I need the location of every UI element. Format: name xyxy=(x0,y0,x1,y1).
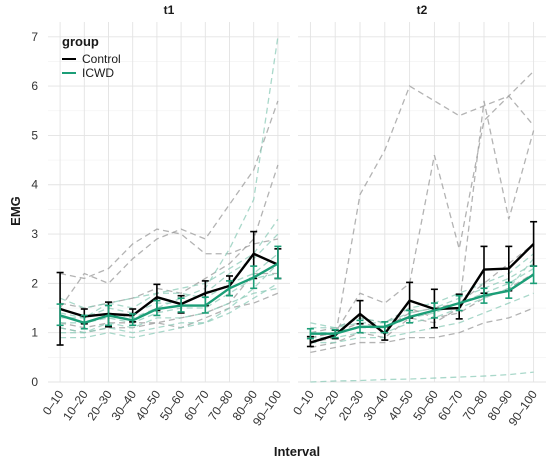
x-tick-label: 40–50 xyxy=(133,387,164,423)
individual-line-t1 xyxy=(59,272,278,329)
individual-line-t1 xyxy=(59,100,279,309)
individual-line-t1 xyxy=(59,287,279,334)
individual-line-t2 xyxy=(310,371,534,383)
y-tick-label: 5 xyxy=(31,128,38,142)
facet-label-t2: t2 xyxy=(417,3,428,17)
individual-line-t1 xyxy=(59,164,279,309)
mean-line-control-t2 xyxy=(310,243,535,344)
x-tick-label: 50–60 xyxy=(410,387,441,423)
x-tick-label: 60–70 xyxy=(181,387,212,423)
individual-line-t1 xyxy=(60,272,279,324)
x-tick-label: 60–70 xyxy=(435,387,466,423)
mean-line-control-t1 xyxy=(59,252,279,318)
x-tick-label: 10–20 xyxy=(311,387,342,423)
mean-line-icwd-t2 xyxy=(310,273,535,335)
x-tick-label: 70–80 xyxy=(460,387,491,423)
y-tick-label: 3 xyxy=(31,227,38,241)
facet-label-t1: t1 xyxy=(164,3,175,17)
x-tick-label: 70–80 xyxy=(205,387,236,423)
mean-line-icwd-t1 xyxy=(59,262,279,325)
legend: group Control ICWD xyxy=(62,34,121,80)
y-tick-label: 1 xyxy=(31,326,38,340)
y-tick-label: 2 xyxy=(31,276,38,290)
individual-line-t2 xyxy=(310,263,534,329)
individual-line-t2 xyxy=(310,85,535,344)
individual-line-t2 xyxy=(310,70,535,339)
y-tick-label: 0 xyxy=(31,375,38,389)
legend-label-icwd: ICWD xyxy=(82,66,114,80)
x-tick-label: 10–20 xyxy=(60,387,91,423)
individual-line-t2 xyxy=(310,292,534,344)
x-axis-title: Interval xyxy=(274,444,320,459)
y-axis-title: EMG xyxy=(8,196,23,226)
y-tick-label: 7 xyxy=(31,30,38,44)
individual-line-t2 xyxy=(310,268,534,334)
individual-line-t1 xyxy=(59,253,279,309)
legend-title: group xyxy=(62,34,99,49)
individual-line-t1 xyxy=(60,282,279,334)
x-tick-label: 20–30 xyxy=(336,387,367,423)
individual-line-t1 xyxy=(59,233,279,319)
x-tick-label: 30–40 xyxy=(109,387,140,423)
individual-line-t2 xyxy=(310,307,534,354)
individual-line-t2 xyxy=(310,243,535,339)
individual-line-t1 xyxy=(60,263,279,339)
x-tick-label: 30–40 xyxy=(361,387,392,423)
x-tick-label: 50–60 xyxy=(157,387,188,423)
y-tick-label: 4 xyxy=(31,178,38,192)
y-tick-label: 6 xyxy=(31,79,38,93)
individual-line-t1 xyxy=(59,218,279,319)
x-tick-label: 40–50 xyxy=(385,387,416,423)
legend-label-control: Control xyxy=(82,52,121,66)
x-tick-label: 20–30 xyxy=(84,387,115,423)
